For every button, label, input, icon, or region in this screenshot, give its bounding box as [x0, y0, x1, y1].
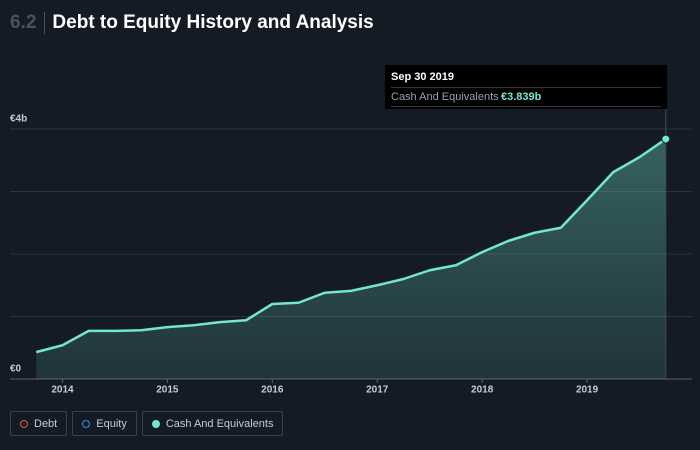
legend-label: Cash And Equivalents	[165, 417, 274, 430]
legend-label: Equity	[96, 417, 127, 430]
legend-item[interactable]: Equity	[72, 411, 137, 436]
legend-label: Debt	[34, 417, 58, 430]
tooltip-value: €3.839b	[501, 91, 542, 103]
area-fill	[36, 139, 666, 379]
x-tick-label: 2018	[471, 385, 494, 396]
x-tick-label: 2017	[366, 385, 389, 396]
tooltip-series: Cash And Equivalents	[391, 91, 499, 103]
line	[35, 138, 667, 354]
chart-title: Debt to Equity History and Analysis	[52, 12, 374, 33]
legend: Debt Equity Cash And Equivalents	[10, 411, 284, 436]
section-number: 6.2	[10, 12, 46, 34]
legend-item[interactable]: Debt	[10, 411, 68, 436]
y-tick-label: €0	[10, 364, 22, 375]
header: 6.2 Debt to Equity History and Analysis	[10, 12, 374, 34]
x-tick-label: 2014	[51, 385, 74, 396]
x-tick-label: 2015	[156, 385, 179, 396]
tooltip-date: Sep 30 2019	[391, 71, 661, 88]
x-tick-label: 2016	[261, 385, 284, 396]
legend-marker	[20, 419, 28, 428]
legend-marker	[82, 419, 91, 428]
legend-marker	[151, 419, 160, 428]
legend-item[interactable]: Cash And Equivalents	[141, 411, 284, 436]
tooltip: Sep 30 2019 Cash And Equivalents €3.839b	[385, 65, 667, 109]
y-tick-label: €4b	[10, 114, 27, 125]
x-tick-label: 2019	[576, 385, 599, 396]
tooltip-row: Cash And Equivalents €3.839b	[391, 88, 661, 107]
hover-point	[661, 134, 671, 144]
